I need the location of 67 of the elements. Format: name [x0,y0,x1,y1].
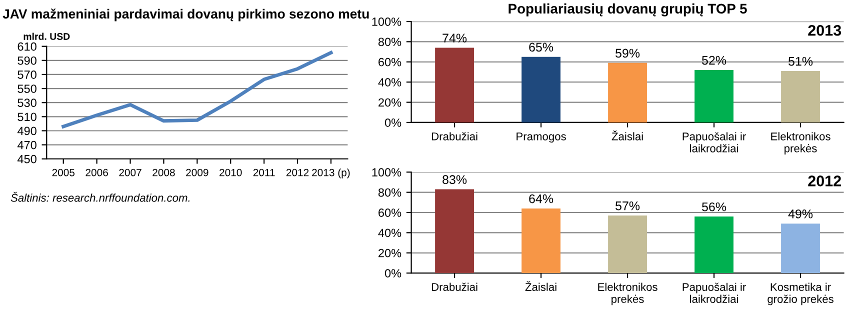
x-tick-label: Elektronikos prekės [598,282,658,306]
x-tick-label: 2011 [253,168,275,176]
y-tick-label: 0% [384,118,402,127]
y-tick-label: 80% [378,38,402,46]
y-tick-label: 590 [18,56,36,65]
bar [608,216,647,274]
data-label: 65% [529,42,554,52]
data-label: 56% [702,202,726,212]
x-tick-label: 2008 [152,168,175,176]
x-tick-label: 2009 [186,168,208,176]
y-tick-label: 80% [378,188,402,197]
bar [435,189,474,274]
y-tick-label: 0% [384,269,402,278]
x-tick-label: 2010 [220,168,242,176]
x-tick-label: Žaislai [612,130,643,140]
y-tick-label: 20% [378,248,402,258]
data-label: 52% [702,56,726,65]
y-tick-label: 530 [18,98,36,108]
y-tick-label: 40% [378,228,402,238]
text: Šaltinis: research.nrffoundation.com. [10,192,190,202]
x-tick-label: Žaislai [525,281,556,291]
x-tick-label: Papuošalai ir laikrodžiai [682,132,746,152]
line-series [62,50,333,128]
bar [781,224,820,274]
y-tick-label: 100% [372,18,402,26]
x-tick-label: 2006 [86,168,108,176]
data-label: 51% [788,56,813,66]
y-tick-label: 60% [378,58,402,66]
bar [781,70,820,122]
annotation: 2012 [808,176,841,186]
y-tick-label: 100% [372,168,402,177]
data-label: 49% [788,210,813,218]
y-tick-label: 490 [17,126,36,136]
y-tick-label: 610 [18,42,36,51]
y-tick-label: 450 [17,154,36,164]
x-tick-label: Pramogos [516,132,566,143]
bar [522,56,560,122]
y-tick-label: 60% [378,208,402,217]
y-tick-label: 40% [378,78,402,86]
chart-title: Populiariausių dovanų grupių TOP 5 [508,3,747,16]
data-label: 59% [616,48,640,58]
x-tick-label: Kosmetika ir grožio prekės [768,282,834,306]
data-label: 57% [616,201,640,210]
bar [608,62,647,122]
data-label: 83% [442,175,467,184]
bar [522,208,560,274]
x-tick-label: 2005 [52,168,75,176]
y-axis-title: mlrd. USD [24,32,70,40]
data-label: 74% [442,34,467,42]
bar [694,70,734,122]
y-tick-label: 550 [18,84,36,93]
y-tick-label: 470 [17,140,36,150]
x-tick-label: 2012 [286,168,309,176]
chart-title: JAV mažmeniniai pardavimai dovanų pirkimo sezono metu [2,8,369,22]
y-tick-label: 570 [18,70,36,79]
bar [694,216,734,274]
x-tick-label: Elektronikos prekės [771,132,830,155]
annotation: 2013 [808,24,842,36]
x-tick-label: Drabužiai [432,132,478,140]
x-tick-label: 2013 (p) [312,168,350,178]
bar [435,48,474,122]
x-tick-label: 2007 [119,168,142,176]
x-tick-label: Papuošalai ir laikrodžiai [682,282,746,303]
y-tick-label: 510 [18,112,36,122]
y-tick-label: 20% [378,98,402,107]
x-tick-label: Drabužiai [432,282,478,291]
data-label: 64% [529,194,554,204]
